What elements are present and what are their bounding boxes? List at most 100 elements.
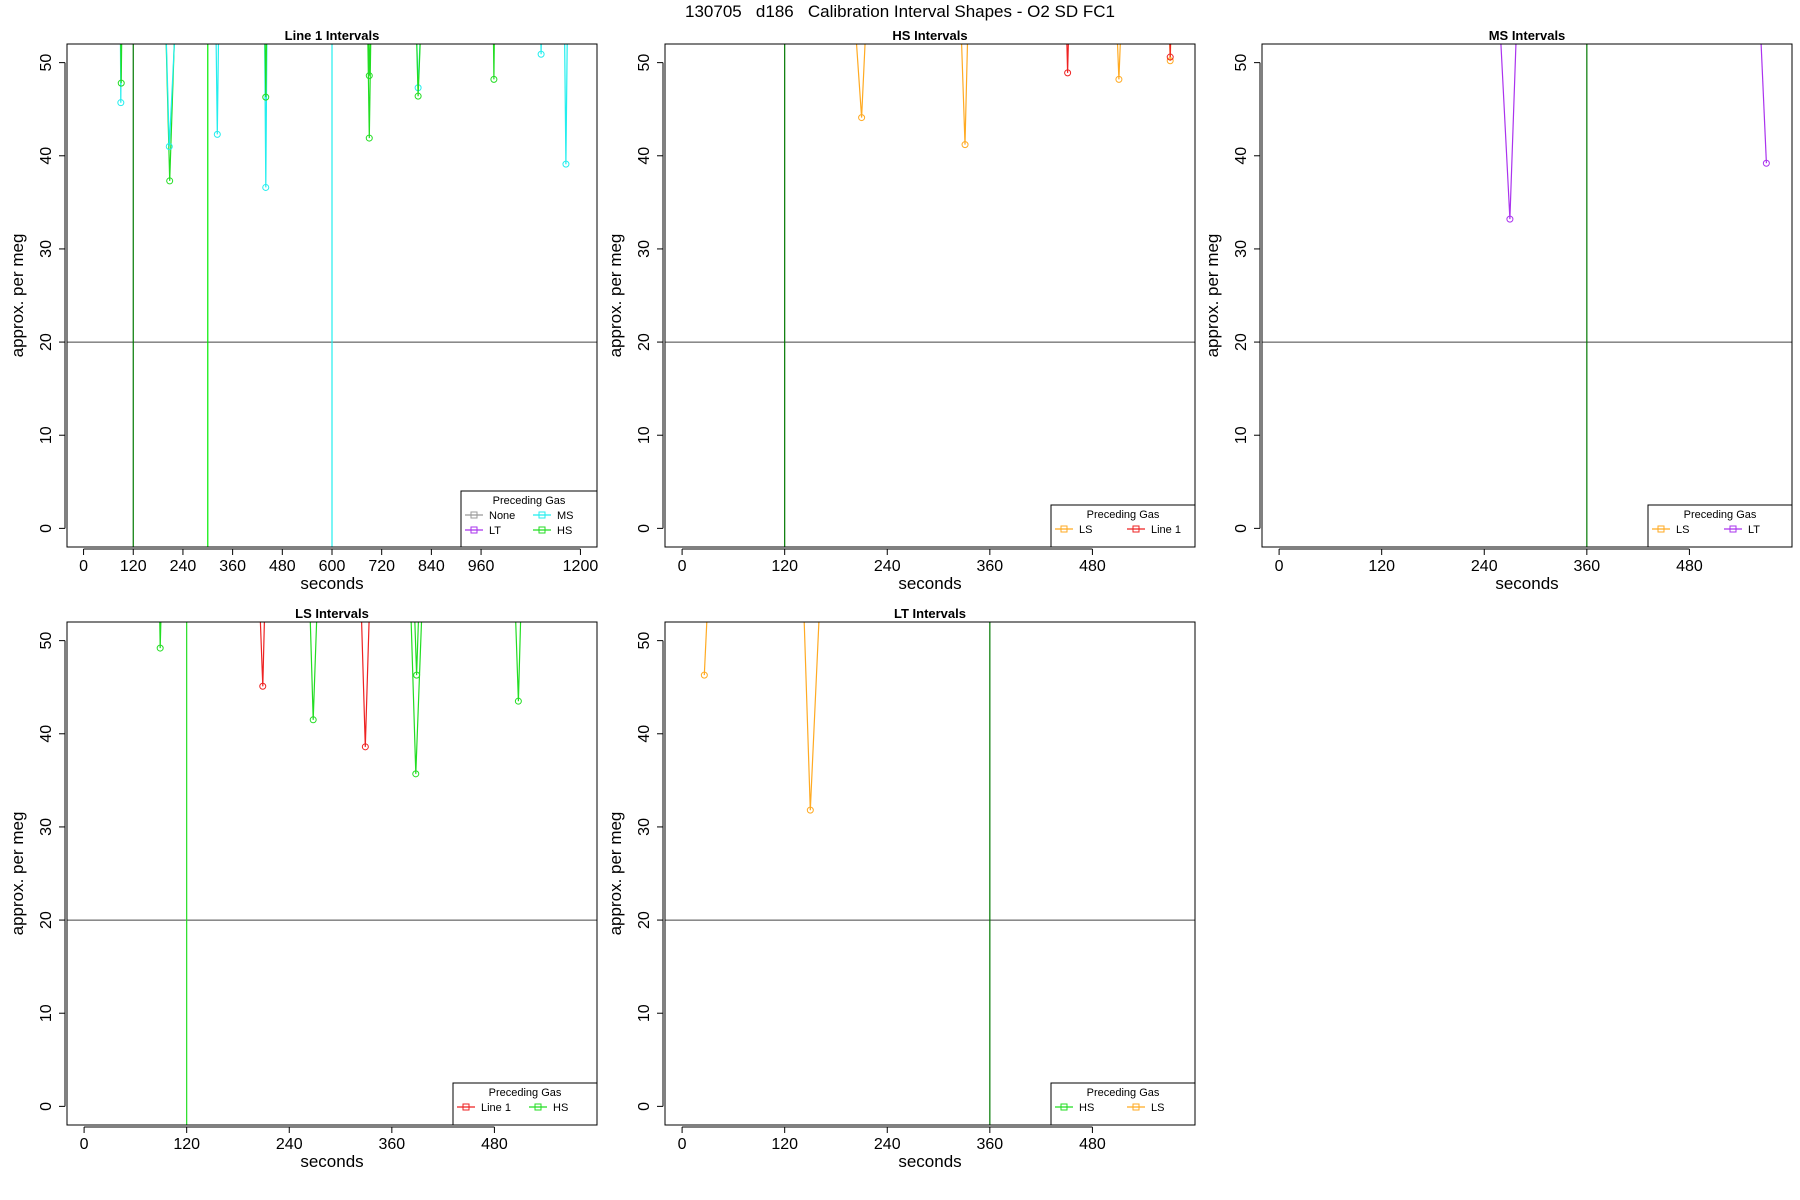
series-line-line-1 [1169,44,1172,58]
series-line-hs [414,622,419,676]
x-tick-label: 240 [874,558,901,575]
y-tick-label: 40 [38,725,55,743]
panel-title: LS Intervals [295,606,369,621]
legend-label: MS [557,510,574,522]
series-line-ms [264,44,268,188]
y-tick-label: 0 [38,1102,55,1111]
x-tick-label: 360 [1573,558,1600,575]
y-axis-label: approx. per meg [1203,234,1222,358]
legend-label: Line 1 [481,1102,511,1114]
legend-swatch-marker [462,1103,470,1111]
y-tick-label: 30 [636,240,653,258]
series-line-hs [515,622,522,702]
data-point-ms [165,142,173,150]
x-tick-label: 480 [1079,1136,1106,1153]
x-tick-label: 360 [219,558,246,575]
legend-label: LS [1676,524,1689,536]
legend-title: Preceding Gas [1087,509,1160,521]
plot-frame [1261,43,1793,548]
x-tick-label: 120 [1368,558,1395,575]
series-line-ls [855,44,866,118]
legend-box [1647,504,1793,548]
legend-label: HS [553,1102,568,1114]
x-tick-label: 240 [276,1136,303,1153]
legend-label: HS [557,525,572,537]
legend-swatch-marker [1060,525,1068,533]
y-tick-label: 30 [38,818,55,836]
legend-swatch-marker [470,511,478,519]
series-line-ls [803,622,820,811]
y-tick-label: 10 [38,426,55,444]
legend-item-none: None [465,510,515,522]
legend-label: LS [1079,524,1092,536]
legend-label: Line 1 [1151,524,1181,536]
legend-swatch-marker [1729,525,1737,533]
x-tick-label: 0 [1275,558,1284,575]
y-tick-label: 40 [636,147,653,165]
legend-item-lt: LT [1724,524,1760,536]
legend-item-ls: LS [1055,524,1092,536]
plot-frame [66,621,598,1126]
data-point-line-1 [1166,53,1174,61]
plot-area [665,44,1195,547]
x-tick-label: 360 [976,558,1003,575]
data-point-ls [700,671,708,679]
legend: Preceding Gas LS Line 1 [1050,504,1196,548]
data-point-ls [1166,57,1174,65]
y-axis-label: approx. per meg [8,812,27,936]
x-tick-label: 0 [79,558,88,575]
panel-line-1-intervals: Line 1 Intervals 0 120 240 360 480 600 720 840 96… [8,28,599,593]
data-point-ls [961,141,969,149]
legend-swatch-marker [1060,1103,1068,1111]
data-point-line-1 [259,682,267,690]
panel-title: MS Intervals [1489,28,1566,43]
x-tick-label: 480 [1676,558,1703,575]
legend-title: Preceding Gas [489,1087,562,1099]
data-point-hs [156,644,164,652]
legend-label: HS [1079,1102,1094,1114]
data-point-hs [365,72,373,80]
legend-swatch-marker [538,511,546,519]
data-point-hs [514,697,522,705]
series-line-line-1 [361,622,370,747]
x-tick-label: 240 [1471,558,1498,575]
series-line-ls [1116,44,1121,80]
y-tick-label: 40 [636,725,653,743]
y-tick-label: 20 [1233,333,1250,351]
x-axis-label: seconds [300,1152,363,1171]
series-line-hs [309,622,318,720]
plot-area [665,622,1195,1125]
panel-title: Line 1 Intervals [285,28,380,43]
data-point-ms [262,183,270,191]
series-line-hs [416,44,421,97]
x-tick-label: 1200 [563,558,599,575]
x-tick-label: 480 [481,1136,508,1153]
x-axis-label: seconds [1495,574,1558,593]
panel-ms-intervals: MS Intervals 0 120 240 360 480 seconds 0 10 20 30 4… [1203,28,1793,593]
x-tick-label: 240 [170,558,197,575]
y-tick-label: 20 [38,911,55,929]
panel-ls-intervals: LS Intervals 0 120 240 360 480 seconds 0 10 20 30 4… [8,606,598,1171]
x-tick-label: 360 [378,1136,405,1153]
data-point-ms [562,160,570,168]
panel-title: LT Intervals [894,606,966,621]
series-line-ms [215,44,220,135]
data-point-line-1 [361,743,369,751]
data-point-hs [490,75,498,83]
y-tick-label: 0 [636,1102,653,1111]
legend-item-lt: LT [465,525,501,537]
data-point-line-1 [1064,69,1072,77]
plot-area [1262,44,1792,547]
y-tick-label: 10 [636,1004,653,1022]
panel-hs-intervals: HS Intervals 0 120 240 360 480 seconds 0 10 20 30 4… [606,28,1196,593]
legend-swatch-marker [1657,525,1665,533]
legend-swatch-marker [470,526,478,534]
y-tick-label: 20 [636,333,653,351]
legend-item-ls: LS [1652,524,1689,536]
y-tick-label: 40 [38,147,55,165]
data-point-ms [537,50,545,58]
legend-item-line-1: Line 1 [457,1102,511,1114]
data-point-hs [166,177,174,185]
legend-title: Preceding Gas [1087,1087,1160,1099]
plot-frame [66,43,598,548]
